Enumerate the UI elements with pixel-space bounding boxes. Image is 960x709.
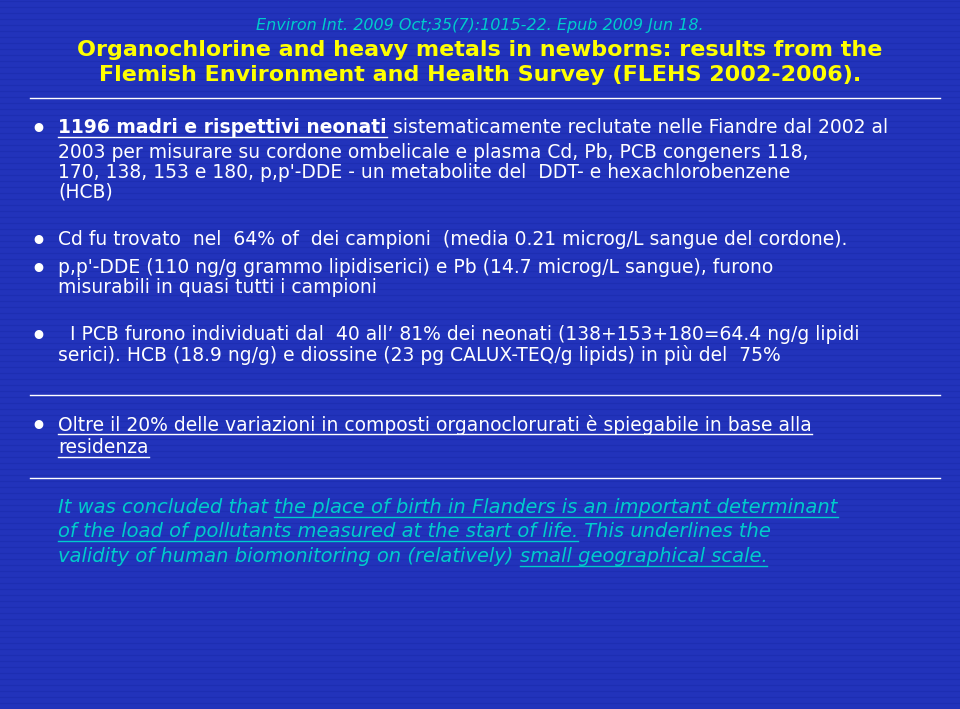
- Text: residenza: residenza: [58, 438, 149, 457]
- Text: validity of human biomonitoring on (relatively): validity of human biomonitoring on (rela…: [58, 547, 519, 566]
- Text: of the load of pollutants measured at the start of life.: of the load of pollutants measured at th…: [58, 522, 578, 541]
- Text: Oltre il 20% delle variazioni in composti organoclorurati è spiegabile in base a: Oltre il 20% delle variazioni in compost…: [58, 415, 812, 435]
- Text: 2003 per misurare su cordone ombelicale e plasma Cd, Pb, PCB congeners 118,: 2003 per misurare su cordone ombelicale …: [58, 143, 808, 162]
- Text: misurabili in quasi tutti i campioni: misurabili in quasi tutti i campioni: [58, 278, 377, 297]
- Text: p,p'-DDE (110 ng/g grammo lipidiserici) e Pb (14.7 microg/L sangue), furono: p,p'-DDE (110 ng/g grammo lipidiserici) …: [58, 258, 773, 277]
- Text: I PCB furono individuati dal  40 all’ 81% dei neonati (138+153+180=64.4 ng/g lip: I PCB furono individuati dal 40 all’ 81%…: [58, 325, 859, 344]
- Text: Environ Int. 2009 Oct;35(7):1015-22. Epub 2009 Jun 18.: Environ Int. 2009 Oct;35(7):1015-22. Epu…: [256, 18, 704, 33]
- Text: It was concluded that: It was concluded that: [58, 498, 275, 517]
- Text: •: •: [30, 258, 46, 282]
- Text: Cd fu trovato  nel  64% of  dei campioni  (media 0.21 microg/L sangue del cordon: Cd fu trovato nel 64% of dei campioni (m…: [58, 230, 848, 249]
- Text: 170, 138, 153 e 180, p,p'-DDE - un metabolite del  DDT- e hexachlorobenzene: 170, 138, 153 e 180, p,p'-DDE - un metab…: [58, 163, 790, 182]
- Text: small geographical scale.: small geographical scale.: [519, 547, 767, 566]
- Text: Flemish Environment and Health Survey (FLEHS 2002-2006).: Flemish Environment and Health Survey (F…: [99, 65, 861, 85]
- Text: sistematicamente reclutate nelle Fiandre dal 2002 al: sistematicamente reclutate nelle Fiandre…: [387, 118, 888, 137]
- Text: •: •: [30, 230, 46, 254]
- Text: serici). HCB (18.9 ng/g) e diossine (23 pg CALUX-TEQ/g lipids) in più del  75%: serici). HCB (18.9 ng/g) e diossine (23 …: [58, 345, 780, 365]
- Text: •: •: [30, 325, 46, 349]
- Text: This underlines the: This underlines the: [578, 522, 771, 541]
- Text: Organochlorine and heavy metals in newborns: results from the: Organochlorine and heavy metals in newbo…: [78, 40, 882, 60]
- Text: 1196 madri e rispettivi neonati: 1196 madri e rispettivi neonati: [58, 118, 387, 137]
- Text: (HCB): (HCB): [58, 183, 112, 202]
- Text: •: •: [30, 118, 46, 142]
- Text: •: •: [30, 415, 46, 439]
- Text: the place of birth in Flanders is an important determinant: the place of birth in Flanders is an imp…: [275, 498, 838, 517]
